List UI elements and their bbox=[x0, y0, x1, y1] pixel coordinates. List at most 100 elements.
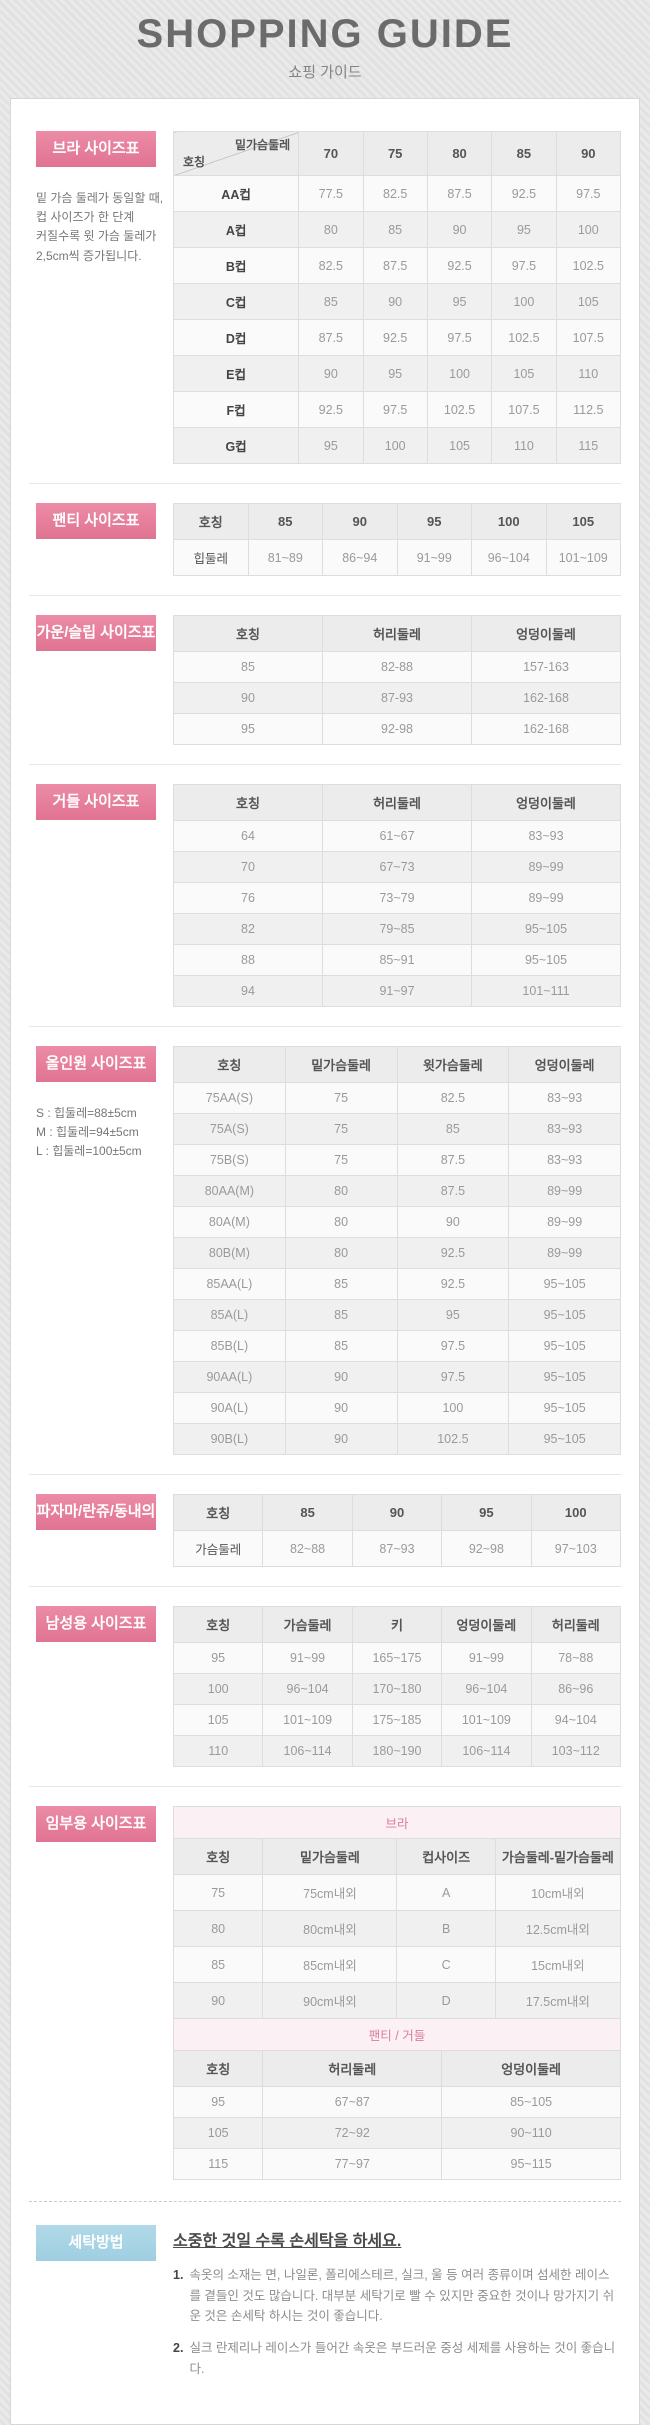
table-cell: 10cm내외 bbox=[494, 1874, 622, 1911]
table-mat-bra: 브라 호칭 밑가슴둘레 컵사이즈 가슴둘레-밑가슴둘레 75 75cm내외 A 10cm내외 80… bbox=[172, 1806, 622, 2019]
table-cell: 80 bbox=[284, 1175, 398, 1207]
table-cell: 106~114 bbox=[441, 1735, 532, 1767]
section-label-gown: 가운/슬립 사이즈표 bbox=[36, 615, 156, 651]
table-caption: 팬티 / 거들 bbox=[173, 2018, 621, 2051]
table-cell: 85cm내외 bbox=[262, 1946, 398, 1983]
table-cell: 70 bbox=[173, 851, 323, 883]
note-line: 2,5cm씩 증가됩니다. bbox=[36, 248, 142, 263]
section-girdle: 거들 사이즈표 호칭 허리둘레 엉덩이둘레 64 61~67 83~93 70 67~73 89~… bbox=[29, 784, 621, 1007]
note-line: 커질수록 윗 가슴 둘레가 bbox=[36, 229, 157, 244]
table-cell: 95~115 bbox=[441, 2148, 621, 2180]
table-cell: 95~105 bbox=[508, 1392, 621, 1424]
table-gown: 호칭 허리둘레 엉덩이둘레 85 82-88 157-163 90 87-93 162-168 9… bbox=[173, 615, 621, 745]
section-pajama: 파자마/란쥬/동내의 호칭 85 90 95 100 가슴둘레 82~88 87~93 92~98… bbox=[29, 1494, 622, 1567]
table-caption-row: 브라 bbox=[173, 1806, 621, 1839]
table-cell: 85AA(L) bbox=[173, 1268, 286, 1300]
table-cell: 105 bbox=[491, 355, 557, 392]
column-header: 호칭 bbox=[173, 784, 323, 821]
table-cell: 80 bbox=[298, 211, 364, 248]
table-cell: 12.5cm내외 bbox=[494, 1910, 622, 1947]
table-cell: 87-93 bbox=[322, 682, 472, 714]
tables-gown: 호칭 허리둘레 엉덩이둘레 85 82-88 157-163 90 87-93 162-168 9… bbox=[173, 615, 621, 745]
header-row: 호칭 허리둘레 엉덩이둘레 bbox=[173, 784, 621, 821]
table-cell: 75A(S) bbox=[173, 1113, 286, 1145]
table-cell: 165~175 bbox=[351, 1642, 443, 1674]
table-cell: 88 bbox=[173, 944, 323, 976]
table-cell: 90 bbox=[173, 682, 323, 714]
table-cell: 80cm내외 bbox=[262, 1910, 398, 1947]
table-cell: 95~105 bbox=[508, 1299, 621, 1331]
table-cell: 90 bbox=[362, 283, 428, 320]
table-cell: 85~91 bbox=[322, 944, 472, 976]
table-cell: 90 bbox=[396, 1206, 510, 1238]
table-cell: 95 bbox=[172, 2086, 264, 2118]
table-cell: 75 bbox=[284, 1144, 398, 1176]
header-row: 호칭 허리둘레 엉덩이둘레 bbox=[172, 2050, 621, 2087]
table-cell: 92.5 bbox=[396, 1268, 510, 1300]
table-row: 95 67~87 85~105 bbox=[172, 2086, 621, 2118]
column-header: 70 bbox=[298, 131, 364, 176]
table-cell: 102.5 bbox=[491, 319, 557, 356]
table-cell: 92.5 bbox=[396, 1237, 510, 1269]
table-cell: 94 bbox=[173, 975, 323, 1007]
table-cell: 95 bbox=[396, 1299, 510, 1331]
section-label-men: 남성용 사이즈표 bbox=[36, 1606, 156, 1642]
table-row: 80 80cm내외 B 12.5cm내외 bbox=[172, 1910, 622, 1947]
table-cell: 87.5 bbox=[396, 1144, 510, 1176]
column-header: 105 bbox=[545, 503, 621, 540]
table-cell: 101~109 bbox=[262, 1704, 353, 1736]
note-line: M : 힙둘레=94±5cm bbox=[36, 1125, 139, 1140]
table-cell: 95~105 bbox=[471, 944, 621, 976]
tables-panty: 호칭 85 90 95 100 105 힙둘레 81~89 86~94 91~99 96~104 10… bbox=[173, 503, 621, 576]
table-row: G컵 95 100 105 110 115 bbox=[172, 427, 622, 464]
table-cell: 94~104 bbox=[530, 1704, 622, 1736]
table-cell: 73~79 bbox=[322, 882, 472, 914]
table-row: 75A(S) 75 85 83~93 bbox=[173, 1113, 621, 1145]
note-line: 컵 사이즈가 한 단계 bbox=[36, 210, 135, 225]
wash-body: 소중한 것일 수록 손세탁을 하세요. 1. 속옷의 소재는 면, 나일론, 폴리에… bbox=[173, 2225, 621, 2379]
table-cell: 92~98 bbox=[441, 1530, 532, 1567]
table-cell: 96~104 bbox=[262, 1673, 353, 1705]
table-cell: 97.5 bbox=[396, 1361, 510, 1393]
table-cell: 91~99 bbox=[262, 1642, 353, 1674]
table-cell: 100 bbox=[555, 211, 622, 248]
table-cell: 61~67 bbox=[322, 820, 472, 852]
column-header: 허리둘레 bbox=[322, 784, 472, 821]
table-cell: 90cm내외 bbox=[262, 1982, 398, 2019]
table-cell: 101~109 bbox=[441, 1704, 532, 1736]
table-cell: 95 bbox=[362, 355, 428, 392]
table-cell: 80A(M) bbox=[173, 1206, 286, 1238]
tables-maternity: 브라 호칭 밑가슴둘레 컵사이즈 가슴둘레-밑가슴둘레 75 75cm내외 A 10cm내외 80… bbox=[172, 1806, 622, 2180]
column-header: 밑가슴둘레 bbox=[284, 1046, 398, 1083]
table-panty: 호칭 85 90 95 100 105 힙둘레 81~89 86~94 91~99 96~104 10… bbox=[173, 503, 621, 576]
column-header: 호칭 bbox=[172, 2050, 264, 2087]
table-cell: 17.5cm내외 bbox=[494, 1982, 622, 2019]
table-cell: 80 bbox=[284, 1237, 398, 1269]
table-cell: 97.5 bbox=[396, 1330, 510, 1362]
section-divider bbox=[29, 595, 621, 596]
table-cell: 95~105 bbox=[508, 1361, 621, 1393]
wash-item-text: 속옷의 소재는 면, 나일론, 폴리에스테르, 실크, 울 등 여러 종류이며 … bbox=[189, 2268, 615, 2324]
column-header: 호칭 bbox=[173, 1046, 286, 1083]
table-cell: 67~73 bbox=[322, 851, 472, 883]
wash-item-number: 1. bbox=[173, 2268, 184, 2282]
table-cell: 96~104 bbox=[441, 1673, 532, 1705]
header-row: 호칭 허리둘레 엉덩이둘레 bbox=[173, 615, 621, 652]
table-cell: 106~114 bbox=[262, 1735, 353, 1767]
section-label-pajama: 파자마/란쥬/동내의 bbox=[36, 1494, 156, 1530]
table-cell: 110 bbox=[555, 355, 622, 392]
table-row: C컵 85 90 95 100 105 bbox=[172, 283, 622, 320]
column-header: 허리둘레 bbox=[530, 1606, 622, 1643]
table-row: 80AA(M) 80 87.5 89~99 bbox=[173, 1175, 621, 1207]
column-header: 75 bbox=[362, 131, 428, 176]
page-title: SHOPPING GUIDE bbox=[136, 12, 514, 56]
table-cell: F컵 bbox=[172, 391, 300, 428]
tables-pajama: 호칭 85 90 95 100 가슴둘레 82~88 87~93 92~98 97~103 bbox=[172, 1494, 622, 1567]
table-row: D컵 87.5 92.5 97.5 102.5 107.5 bbox=[172, 319, 622, 356]
table-cell: 103~112 bbox=[530, 1735, 622, 1767]
table-cell: 89~99 bbox=[508, 1175, 621, 1207]
table-cell: 89~99 bbox=[471, 882, 621, 914]
table-cell: 95 bbox=[491, 211, 557, 248]
table-cell: 105 bbox=[172, 2117, 264, 2149]
diagonal-bottom-label: 호칭 bbox=[183, 155, 206, 169]
